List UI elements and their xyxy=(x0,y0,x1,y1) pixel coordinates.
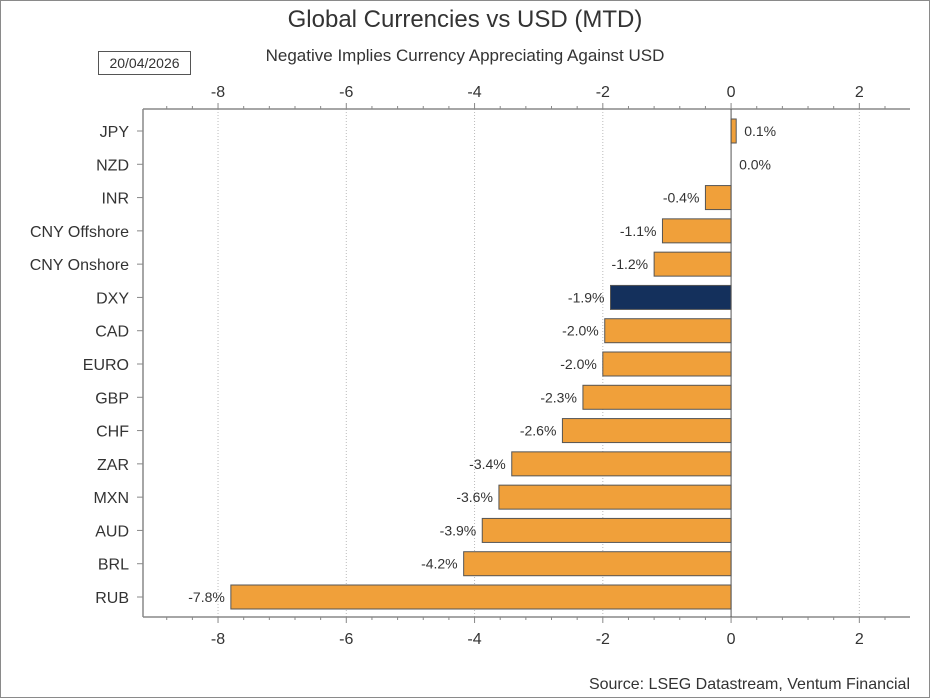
x-tick-label-bottom: 0 xyxy=(727,631,736,648)
subtitle-text: Negative Implies Currency Appreciating A… xyxy=(265,46,665,65)
source-note: Source: LSEG Datastream, Ventum Financia… xyxy=(588,676,910,693)
bar-gbp xyxy=(582,384,732,410)
bar-mxn xyxy=(498,484,732,510)
bar-cny-onshore xyxy=(653,251,732,277)
bar-cad xyxy=(604,318,732,344)
data-label: -2.3% xyxy=(540,389,577,405)
bar-inr xyxy=(704,185,732,211)
category-label: GBP xyxy=(95,390,129,407)
category-label: NZD xyxy=(96,157,129,174)
date-box: 20/04/2026 xyxy=(98,51,191,75)
data-label: -2.6% xyxy=(520,423,557,439)
x-tick-label-top: -4 xyxy=(467,84,481,101)
bar-aud xyxy=(481,517,732,543)
x-tick-label-bottom: -2 xyxy=(596,631,610,648)
bar-zar xyxy=(511,451,732,477)
data-label: -3.9% xyxy=(440,522,477,538)
bar-chf xyxy=(561,418,732,444)
bar-euro xyxy=(602,351,732,377)
data-label: 0.1% xyxy=(744,123,776,139)
chart-title: Global Currencies vs USD (MTD) xyxy=(287,6,643,33)
bar-brl xyxy=(463,551,732,577)
category-label: JPY xyxy=(100,124,130,141)
category-label: INR xyxy=(101,191,129,208)
category-label: EURO xyxy=(83,357,129,374)
bar-dxy xyxy=(610,284,732,310)
category-label: CAD xyxy=(95,324,129,341)
x-tick-label-top: 0 xyxy=(727,84,736,101)
data-label: -4.2% xyxy=(421,556,458,572)
category-label: MXN xyxy=(93,490,129,507)
x-tick-label-bottom: -8 xyxy=(211,631,225,648)
bar-jpy xyxy=(730,118,737,144)
x-tick-label-bottom: -6 xyxy=(339,631,353,648)
category-label: DXY xyxy=(96,290,129,307)
x-tick-label-bottom: -4 xyxy=(467,631,481,648)
chart-subtitle: Negative Implies Currency Appreciating A… xyxy=(0,46,930,66)
category-label: CNY Onshore xyxy=(30,257,129,274)
data-label: -2.0% xyxy=(562,323,599,339)
data-label: -1.9% xyxy=(568,289,605,305)
data-label: -7.8% xyxy=(188,589,225,605)
x-tick-label-top: -8 xyxy=(211,84,225,101)
data-label: -3.4% xyxy=(469,456,506,472)
data-label: -1.1% xyxy=(620,223,657,239)
category-label: ZAR xyxy=(97,457,129,474)
x-tick-label-top: 2 xyxy=(855,84,864,101)
category-label: CNY Offshore xyxy=(30,224,129,241)
category-label: AUD xyxy=(95,523,129,540)
data-label: -0.4% xyxy=(663,190,700,206)
x-tick-label-top: -6 xyxy=(339,84,353,101)
x-tick-label-bottom: 2 xyxy=(855,631,864,648)
category-label: CHF xyxy=(96,424,129,441)
bar-cny-offshore xyxy=(661,218,732,244)
x-tick-label-top: -2 xyxy=(596,84,610,101)
category-label: BRL xyxy=(98,557,129,574)
data-label: -2.0% xyxy=(560,356,597,372)
data-label: 0.0% xyxy=(739,156,771,172)
data-label: -1.2% xyxy=(612,256,649,272)
data-label: -3.6% xyxy=(456,489,493,505)
bar-rub xyxy=(230,584,732,610)
category-label: RUB xyxy=(95,590,129,607)
